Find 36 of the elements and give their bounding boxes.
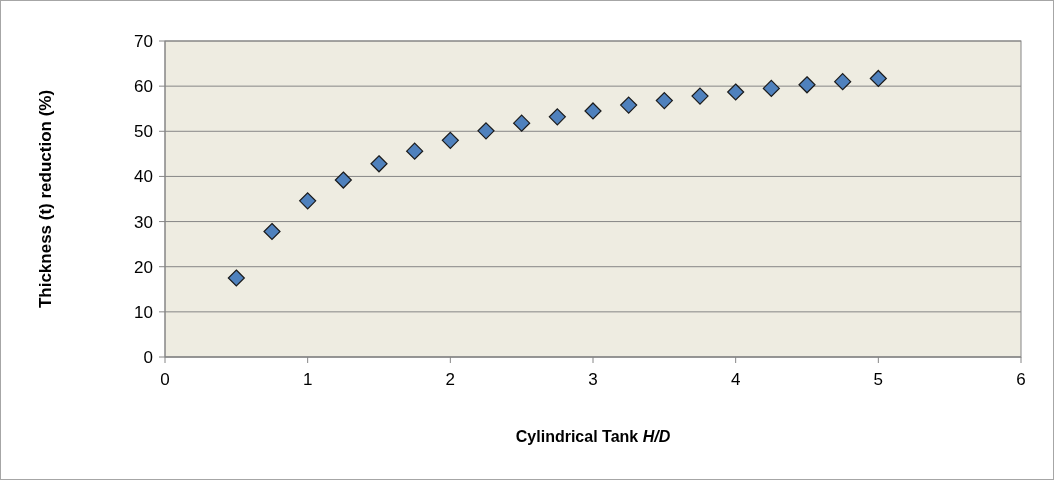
y-tick-label: 0 [143, 347, 153, 367]
point [370, 155, 388, 173]
y-tick-label: 40 [134, 167, 153, 187]
y-tick-label: 50 [134, 122, 153, 142]
point [655, 91, 673, 110]
point [334, 171, 352, 189]
point [548, 108, 566, 126]
x-tick-label: 1 [302, 370, 313, 389]
point [441, 131, 459, 149]
point [406, 142, 424, 160]
x-tick-label: 2 [445, 370, 456, 389]
point [299, 192, 317, 210]
point [869, 69, 887, 88]
x-axis-title: Cylindrical Tank H/D [515, 428, 671, 445]
point [691, 87, 709, 105]
point [263, 222, 281, 241]
point [834, 73, 852, 91]
y-axis-title: Thickness (t) reduction (%) [36, 89, 55, 309]
point [762, 79, 780, 97]
point [620, 96, 638, 114]
point [584, 102, 602, 120]
point [227, 269, 245, 287]
x-tick-label: 6 [1016, 370, 1026, 389]
x-tick-label: 5 [873, 370, 884, 389]
y-tick-label: 20 [134, 257, 153, 277]
point [727, 83, 745, 101]
y-tick-label: 10 [134, 302, 153, 322]
x-tick-label: 3 [588, 370, 598, 389]
point [477, 122, 495, 140]
point [798, 76, 816, 94]
y-tick-label: 60 [134, 77, 153, 97]
x-tick-label: 0 [160, 370, 170, 389]
point [513, 114, 531, 132]
y-tick-label: 70 [134, 31, 153, 51]
y-tick-label: 30 [134, 212, 153, 232]
x-tick-label: 4 [730, 370, 741, 389]
